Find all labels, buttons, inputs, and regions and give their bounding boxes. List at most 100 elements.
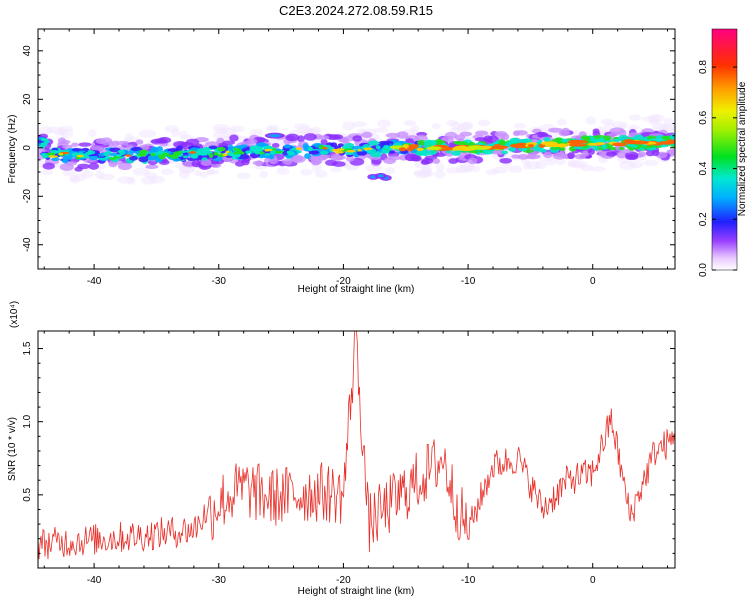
heatmap-blob xyxy=(356,150,368,156)
y-tick-label: -40 xyxy=(22,237,33,252)
heatmap-blob xyxy=(454,141,462,145)
chart-title: C2E3.2024.272.08.59.R15 xyxy=(279,3,433,18)
heatmap-blob xyxy=(320,150,329,155)
heatmap-blob xyxy=(222,140,236,146)
heatmap-hotspot xyxy=(48,155,59,158)
heatmap-blob xyxy=(587,148,596,155)
heatmap-blob xyxy=(203,152,208,156)
heatmap-blob xyxy=(63,155,70,162)
heatmap-blob xyxy=(485,169,499,176)
heatmap-blob xyxy=(217,146,226,152)
heatmap-blob xyxy=(537,132,547,138)
heatmap-blob xyxy=(330,153,344,161)
heatmap-blob xyxy=(252,160,265,166)
heatmap-blob xyxy=(285,133,300,142)
spectrogram-y-label: Frequency (Hz) xyxy=(7,115,18,184)
heatmap-blob xyxy=(332,134,344,140)
x-tick-label: -20 xyxy=(336,575,351,586)
heatmap-blob xyxy=(236,172,251,180)
heatmap-blob xyxy=(520,138,529,144)
heatmap-blob xyxy=(517,153,530,160)
heatmap-blob xyxy=(154,158,163,163)
heatmap-blob xyxy=(605,151,618,157)
heatmap-blob xyxy=(668,126,675,132)
heatmap-blob xyxy=(308,150,320,155)
heatmap-blob xyxy=(201,157,208,161)
snr-x-label: Height of straight line (km) xyxy=(298,586,415,597)
heatmap-blob xyxy=(115,140,130,146)
heatmap-blob xyxy=(567,152,575,160)
heatmap-blob xyxy=(641,128,654,134)
heatmap-hotspot xyxy=(466,146,479,150)
heatmap-blob xyxy=(100,137,113,146)
heatmap-blob xyxy=(499,157,512,164)
heatmap-blob xyxy=(98,173,115,181)
heatmap-blob xyxy=(138,129,157,138)
heatmap-blob xyxy=(145,164,159,170)
heatmap-blob xyxy=(293,123,310,130)
heatmap-hotspot xyxy=(188,151,197,154)
heatmap-blob xyxy=(498,140,507,146)
heatmap-blob xyxy=(130,146,143,152)
heatmap-blob xyxy=(468,150,479,154)
heatmap-blob xyxy=(292,147,297,151)
heatmap-blob xyxy=(432,158,441,165)
heatmap-blob xyxy=(197,148,204,153)
heatmap-blob xyxy=(71,142,79,147)
y-tick-label: 40 xyxy=(22,45,33,57)
x-tick-label: -10 xyxy=(461,276,476,287)
heatmap-hotspot xyxy=(76,154,84,158)
heatmap-blob xyxy=(457,121,472,132)
heatmap-hotspot xyxy=(515,145,522,149)
heatmap-blob xyxy=(62,169,76,177)
heatmap-blob xyxy=(375,145,381,150)
heatmap-blob xyxy=(303,133,317,141)
heatmap-blob xyxy=(213,152,219,156)
heatmap-blob xyxy=(377,174,384,178)
heatmap-blob xyxy=(466,164,481,173)
heatmap-blob xyxy=(208,145,218,149)
heatmap-blob xyxy=(191,159,202,168)
heatmap-blob xyxy=(618,146,625,151)
heatmap-blob xyxy=(508,165,523,174)
heatmap-blob xyxy=(40,138,47,142)
heatmap-blob xyxy=(608,146,617,151)
heatmap-hotspot xyxy=(265,148,273,152)
heatmap-blob xyxy=(268,153,275,160)
heatmap-blob xyxy=(651,149,660,157)
heatmap-blob xyxy=(346,155,355,162)
heatmap-hotspot xyxy=(546,142,557,146)
heatmap-blob xyxy=(403,120,417,126)
heatmap-blob xyxy=(592,128,600,134)
colorbar-ticks: 0.0 0.2 0.4 0.6 0.8 xyxy=(698,60,737,277)
heatmap-blob xyxy=(59,163,74,171)
x-tick-label: -30 xyxy=(212,276,227,287)
heatmap-blob xyxy=(385,167,396,175)
heatmap-blob xyxy=(594,135,601,140)
heatmap-blob xyxy=(543,151,553,159)
heatmap-hotspot xyxy=(668,139,675,144)
heatmap-hotspot xyxy=(408,144,419,149)
heatmap-blob xyxy=(543,137,551,142)
heatmap-blob xyxy=(625,151,639,160)
heatmap-hotspot xyxy=(557,143,568,148)
heatmap-blob xyxy=(424,139,434,146)
heatmap-blob xyxy=(365,164,383,172)
heatmap-blob xyxy=(106,150,112,155)
heatmap-blob xyxy=(383,144,390,150)
heatmap-hotspot xyxy=(416,147,424,152)
colorbar: 0.0 0.2 0.4 0.6 0.8 Normalized spectral ampl… xyxy=(698,28,748,277)
heatmap-blob xyxy=(483,135,494,142)
heatmap-blob xyxy=(254,150,260,155)
heatmap-blob xyxy=(173,140,188,148)
heatmap-blob xyxy=(385,132,401,139)
heatmap-blob xyxy=(170,154,179,159)
heatmap-blob xyxy=(46,152,56,156)
heatmap-blob xyxy=(245,150,253,154)
heatmap-blob xyxy=(264,152,271,156)
heatmap-blob xyxy=(628,114,642,121)
heatmap-blob xyxy=(603,135,612,141)
heatmap-blob xyxy=(182,155,189,159)
snr-y-label: SNR (10 * v/v) xyxy=(7,417,18,481)
heatmap-blob xyxy=(601,144,608,149)
